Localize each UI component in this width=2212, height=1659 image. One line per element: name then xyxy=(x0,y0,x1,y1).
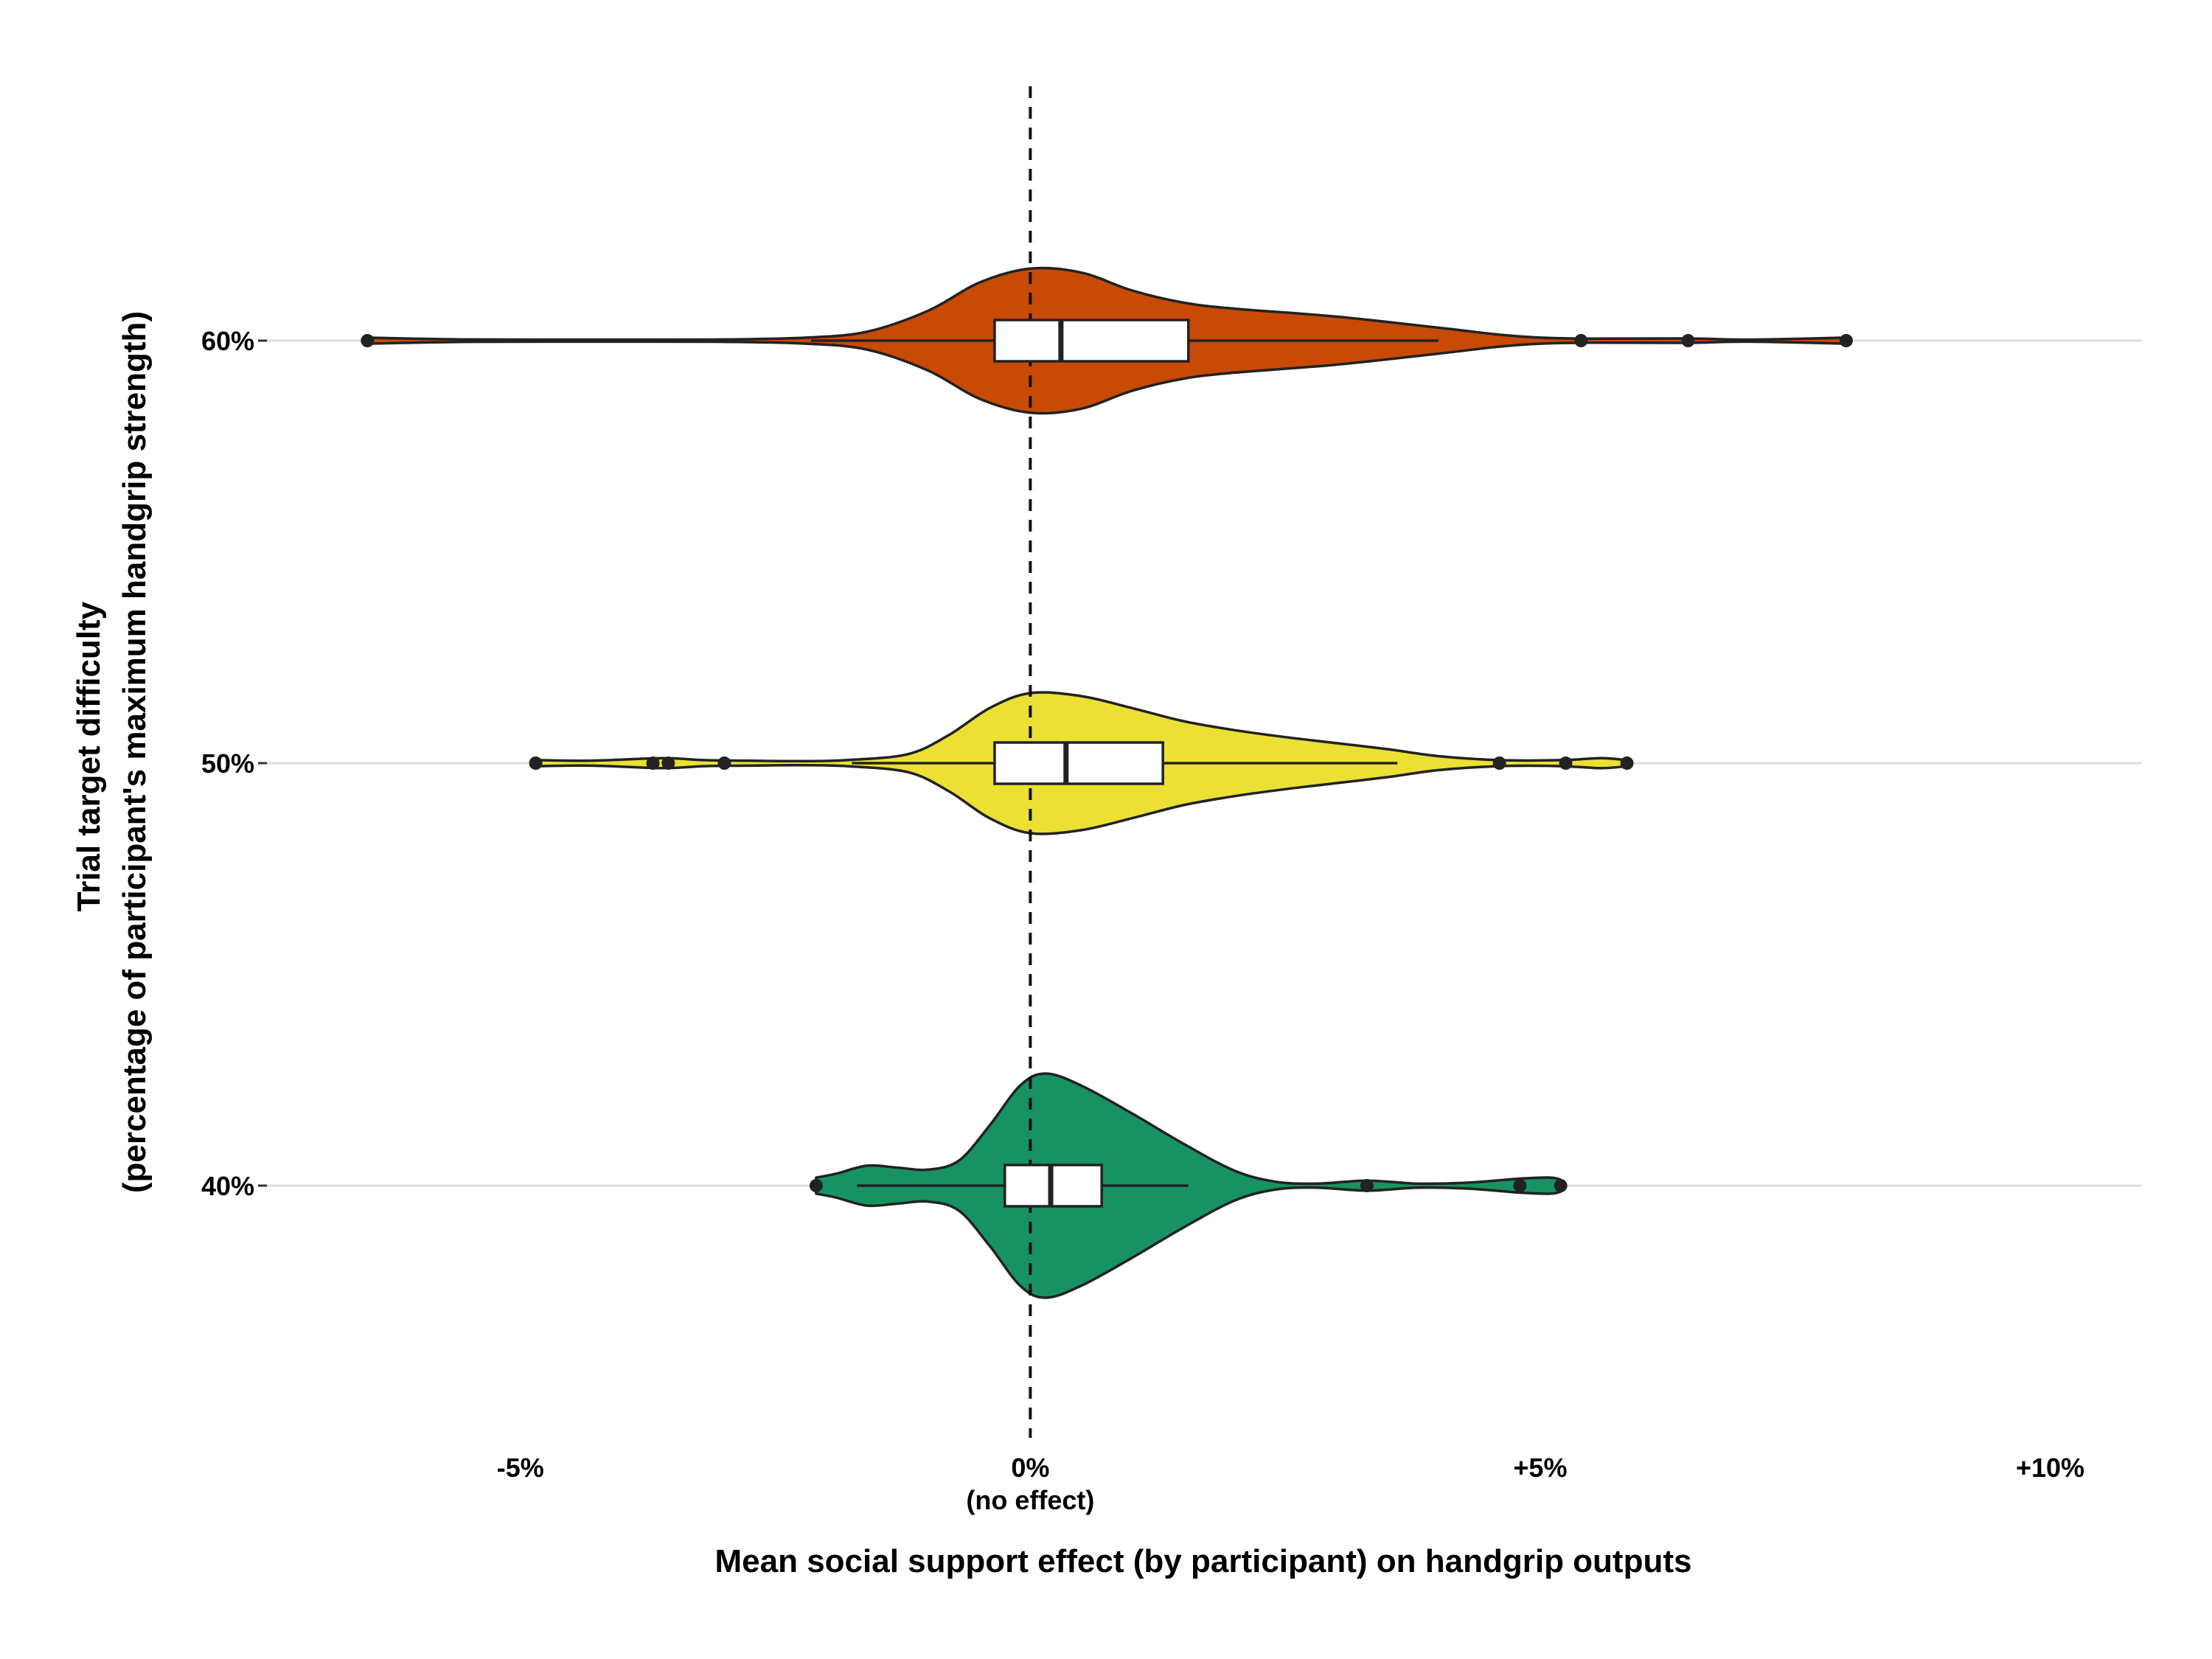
y-tick-label-50: 50% xyxy=(201,748,254,779)
y-axis-title-line-1: Trial target difficulty xyxy=(71,601,107,911)
outlier-point-40-2 xyxy=(1513,1179,1527,1192)
outlier-point-60-3 xyxy=(1839,334,1853,347)
y-axis-title-line-2: (percentage of participant's maximum han… xyxy=(116,311,153,1193)
x-tick-sublabel-1: (no effect) xyxy=(966,1485,1094,1515)
y-axis-title: Trial target difficulty (percentage of p… xyxy=(71,311,153,1193)
outlier-point-50-1 xyxy=(646,757,660,770)
x-tick-label-2: +5% xyxy=(1513,1453,1567,1483)
outlier-point-50-5 xyxy=(1559,757,1573,770)
y-tick-label-60: 60% xyxy=(201,326,254,356)
outlier-point-50-2 xyxy=(661,757,675,770)
outlier-point-60-0 xyxy=(361,334,375,347)
boxplots xyxy=(810,319,1439,1208)
x-tick-label-3: +10% xyxy=(2016,1453,2084,1483)
x-tick-label-1: 0% xyxy=(1011,1453,1049,1483)
outlier-point-60-1 xyxy=(1574,334,1588,347)
x-axis-title: Mean social support effect (by participa… xyxy=(715,1543,1692,1579)
box-60 xyxy=(993,319,1190,363)
outlier-point-40-3 xyxy=(1554,1179,1568,1192)
outlier-point-50-4 xyxy=(1492,757,1506,770)
outlier-points xyxy=(361,334,1853,1192)
outlier-point-40-0 xyxy=(809,1179,823,1192)
y-tick-label-40: 40% xyxy=(201,1171,254,1201)
outlier-point-40-1 xyxy=(1360,1179,1374,1192)
outlier-point-50-6 xyxy=(1620,757,1634,770)
outlier-point-50-3 xyxy=(717,757,731,770)
axes: 60% 50% 40% -5% 0%(no effect) +5% +10% xyxy=(201,326,2084,1515)
box-50 xyxy=(993,741,1164,785)
x-tick-label-0: -5% xyxy=(497,1453,544,1483)
outlier-point-50-0 xyxy=(529,757,543,770)
outlier-point-60-2 xyxy=(1681,334,1695,347)
